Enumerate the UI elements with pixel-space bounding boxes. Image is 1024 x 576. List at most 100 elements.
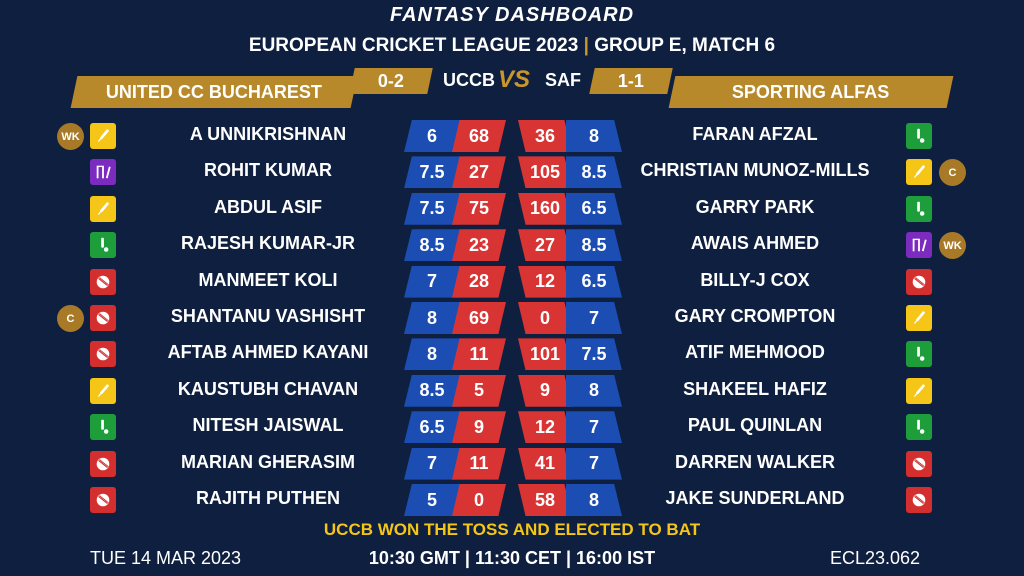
batter-icon — [90, 195, 116, 222]
player-row: AFTAB AHMED KAYANI 8 11 101 7.5 ATIF MEHMOOD — [0, 336, 1024, 372]
allrounder-icon — [90, 414, 116, 441]
batter-icon — [906, 377, 932, 404]
away-player-name: ATIF MEHMOOD — [685, 342, 825, 363]
away-player-credit: 8.5 — [566, 229, 622, 262]
away-player-credit: 8 — [566, 484, 622, 516]
away-player-credit: 7 — [566, 302, 622, 334]
away-team-name: SPORTING ALFAS — [732, 81, 890, 102]
home-player-credit: 8.5 — [404, 229, 460, 262]
batter-icon — [906, 305, 932, 331]
match-name: GROUP E, MATCH 6 — [594, 35, 776, 56]
away-player-points: 160 — [518, 192, 572, 225]
away-player-points: 36 — [518, 120, 572, 152]
home-player-points: 11 — [452, 338, 506, 371]
home-player-credit: 8 — [404, 338, 460, 371]
player-row: MANMEET KOLI 7 28 12 6.5 BILLY-J COX — [0, 264, 1024, 300]
home-player-points: 11 — [452, 447, 506, 480]
player-row: RAJITH PUTHEN 5 0 58 8 JAKE SUNDERLAND — [0, 482, 1024, 518]
bowler-icon — [90, 268, 116, 295]
wicketkeeper-icon — [906, 232, 932, 259]
away-player-points: 41 — [518, 447, 572, 480]
bowler-icon — [906, 487, 932, 513]
bowler-icon — [90, 450, 116, 477]
home-player-credit: 7.5 — [404, 156, 460, 189]
away-record-box: 1-1 — [589, 68, 673, 94]
away-player-points: 27 — [518, 229, 572, 262]
away-player-credit: 8 — [566, 374, 622, 407]
player-row: MARIAN GHERASIM 7 11 41 7 DARREN WALKER — [0, 446, 1024, 482]
batter-icon — [90, 123, 116, 149]
player-row: ABDUL ASIF 7.5 75 160 6.5 GARRY PARK — [0, 191, 1024, 227]
home-player-points: 28 — [452, 265, 506, 298]
player-row: C SHANTANU VASHISHT 8 69 0 7 GARY CROMPTON — [0, 300, 1024, 336]
away-player-credit: 8 — [566, 120, 622, 152]
allrounder-icon — [906, 341, 932, 368]
home-player-name: SHANTANU VASHISHT — [170, 306, 366, 326]
role-badge-wk: WK — [57, 123, 84, 150]
home-player-points: 68 — [452, 120, 506, 152]
role-badge-wk: WK — [939, 232, 966, 260]
away-player-credit: 7 — [566, 447, 622, 480]
home-player-points: 75 — [452, 192, 506, 225]
player-row: KAUSTUBH CHAVAN 8.5 5 9 8 SHAKEEL HAFIZ — [0, 373, 1024, 409]
home-player-credit: 5 — [404, 484, 460, 516]
away-player-name: DARREN WALKER — [675, 451, 835, 472]
home-player-credit: 6.5 — [404, 411, 460, 444]
home-player-name: MANMEET KOLI — [198, 269, 338, 290]
home-player-points: 27 — [452, 156, 506, 189]
player-row: ROHIT KUMAR 7.5 27 105 8.5 CHRISTIAN MUNOZ-MI… — [0, 154, 1024, 190]
home-team-code: UCCB — [443, 70, 495, 90]
away-player-credit: 8.5 — [566, 156, 622, 189]
subtitle-separator: | — [583, 35, 589, 56]
match-code: ECL23.062 — [830, 548, 921, 568]
home-player-points: 9 — [452, 411, 506, 444]
allrounder-icon — [906, 195, 932, 222]
home-record: 0-2 — [377, 70, 404, 91]
bowler-icon — [90, 341, 116, 368]
away-player-credit: 7.5 — [566, 338, 622, 371]
versus-mark: VS — [498, 66, 531, 93]
home-player-credit: 8.5 — [404, 374, 460, 407]
away-player-name: CHRISTIAN MUNOZ-MILLS — [640, 160, 870, 181]
home-team-banner: UNITED CC BUCHAREST — [70, 76, 358, 108]
toss-result: UCCB WON THE TOSS AND ELECTED TO BAT — [323, 520, 701, 539]
away-player-points: 12 — [518, 265, 572, 298]
bowler-icon — [90, 487, 116, 513]
home-record-box: 0-2 — [349, 68, 433, 94]
home-player-name: MARIAN GHERASIM — [181, 451, 355, 472]
home-player-name: NITESH JAISWAL — [192, 415, 344, 436]
away-player-credit: 7 — [566, 411, 622, 444]
home-player-name: ROHIT KUMAR — [204, 160, 332, 181]
away-player-points: 58 — [518, 484, 572, 516]
away-player-points: 9 — [518, 374, 572, 407]
away-record: 1-1 — [617, 70, 644, 91]
away-player-credit: 6.5 — [566, 265, 622, 298]
player-row: NITESH JAISWAL 6.5 9 12 7 PAUL QUINLAN — [0, 409, 1024, 445]
home-player-credit: 7 — [404, 447, 460, 480]
match-date: TUE 14 MAR 2023 — [90, 548, 242, 568]
home-team-name: UNITED CC BUCHAREST — [106, 81, 322, 102]
home-player-name: ABDUL ASIF — [214, 196, 322, 217]
match-times: 10:30 GMT | 11:30 CET | 16:00 IST — [368, 548, 656, 568]
away-player-name: FARAN AFZAL — [692, 124, 818, 144]
away-player-credit: 6.5 — [566, 192, 622, 225]
allrounder-icon — [906, 414, 932, 441]
batter-icon — [906, 159, 932, 186]
dashboard-title: FANTASY DASHBOARD — [389, 4, 635, 26]
away-player-name: GARY CROMPTON — [674, 306, 836, 326]
bowler-icon — [906, 268, 932, 295]
home-player-credit: 7.5 — [404, 192, 460, 225]
player-row: WK A UNNIKRISHNAN 6 68 36 8 FARAN AFZAL — [0, 118, 1024, 154]
away-team-banner: SPORTING ALFAS — [668, 76, 954, 108]
role-badge-c: C — [939, 159, 966, 187]
home-player-credit: 7 — [404, 265, 460, 298]
home-player-points: 0 — [452, 484, 506, 516]
role-badge-c: C — [57, 305, 84, 332]
away-player-name: SHAKEEL HAFIZ — [683, 378, 827, 399]
bowler-icon — [90, 305, 116, 331]
away-player-points: 12 — [518, 411, 572, 444]
away-player-name: BILLY-J COX — [700, 269, 810, 290]
away-player-name: JAKE SUNDERLAND — [665, 488, 845, 508]
home-player-credit: 6 — [404, 120, 460, 152]
batter-icon — [90, 377, 116, 404]
